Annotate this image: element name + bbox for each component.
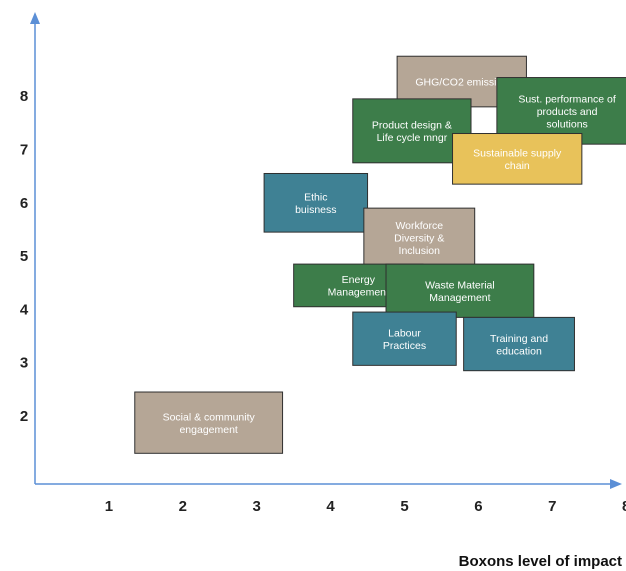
matrix-box-label: Workforce: [395, 220, 443, 232]
y-tick-label: 2: [20, 408, 28, 425]
y-tick-label: 5: [20, 248, 28, 265]
x-axis-label: Boxons level of impact: [459, 553, 622, 570]
matrix-box-label: Life cycle mngr: [377, 132, 448, 144]
matrix-box-label: Diversity &: [394, 232, 444, 244]
axes-layer: [30, 12, 622, 489]
matrix-box-label: Social & community: [163, 411, 256, 423]
matrix-box-label: Waste Material: [425, 279, 495, 291]
matrix-box-rect: [385, 263, 535, 318]
y-tick-label: 4: [20, 301, 29, 318]
matrix-box-label: Labour: [388, 327, 421, 339]
matrix-box-rect: [363, 207, 476, 268]
matrix-box-label: Practices: [383, 340, 426, 352]
x-axis-arrow-icon: [610, 479, 622, 489]
matrix-box-label: Energy: [342, 274, 376, 286]
matrix-box-label: Sust. performance of: [518, 93, 616, 105]
matrix-box-label: Management: [429, 292, 490, 304]
matrix-box-rect: [452, 133, 583, 185]
matrix-box-label: solutions: [546, 118, 587, 130]
y-axis-arrow-icon: [30, 12, 40, 24]
y-tick-label: 7: [20, 142, 28, 159]
x-tick-label: 8: [622, 498, 626, 515]
matrix-box-label: Management: [328, 287, 389, 299]
x-tick-label: 1: [105, 498, 113, 515]
y-tick-label: 6: [20, 195, 28, 212]
matrix-box-label: Ethic: [304, 192, 327, 204]
matrix-box-label: education: [496, 345, 542, 357]
matrix-box: Product design &Life cycle mngr: [352, 98, 472, 164]
y-tick-label: 8: [20, 88, 28, 105]
x-tick-label: 4: [326, 498, 335, 515]
x-tick-label: 2: [179, 498, 187, 515]
matrix-box-label: chain: [505, 160, 530, 172]
x-tick-label: 6: [474, 498, 482, 515]
matrix-box-rect: [463, 316, 575, 372]
matrix-box-label: Sustainable supply: [473, 148, 562, 160]
matrix-box-label: engagement: [179, 424, 237, 436]
matrix-box-label: buisness: [295, 204, 336, 216]
matrix-box-rect: [352, 311, 457, 366]
x-tick-label: 5: [400, 498, 408, 515]
x-tick-label: 3: [253, 498, 261, 515]
matrix-box-label: products and: [537, 106, 598, 118]
matrix-box-label: GHG/CO2 emission: [415, 77, 508, 89]
ticks-layer: 1 2 3 4 5 6 7 8 2 3 4 5 6 7 8: [20, 88, 626, 515]
matrix-box-label: Training and: [490, 333, 548, 345]
matrix-box-label: Inclusion: [399, 245, 441, 257]
matrix-box-rect: [352, 98, 472, 164]
matrix-box-label: Product design &: [372, 120, 452, 132]
x-tick-label: 7: [548, 498, 556, 515]
matrix-box-rect: [263, 172, 369, 233]
matrix-box-rect: [134, 391, 284, 454]
y-tick-label: 3: [20, 355, 28, 372]
